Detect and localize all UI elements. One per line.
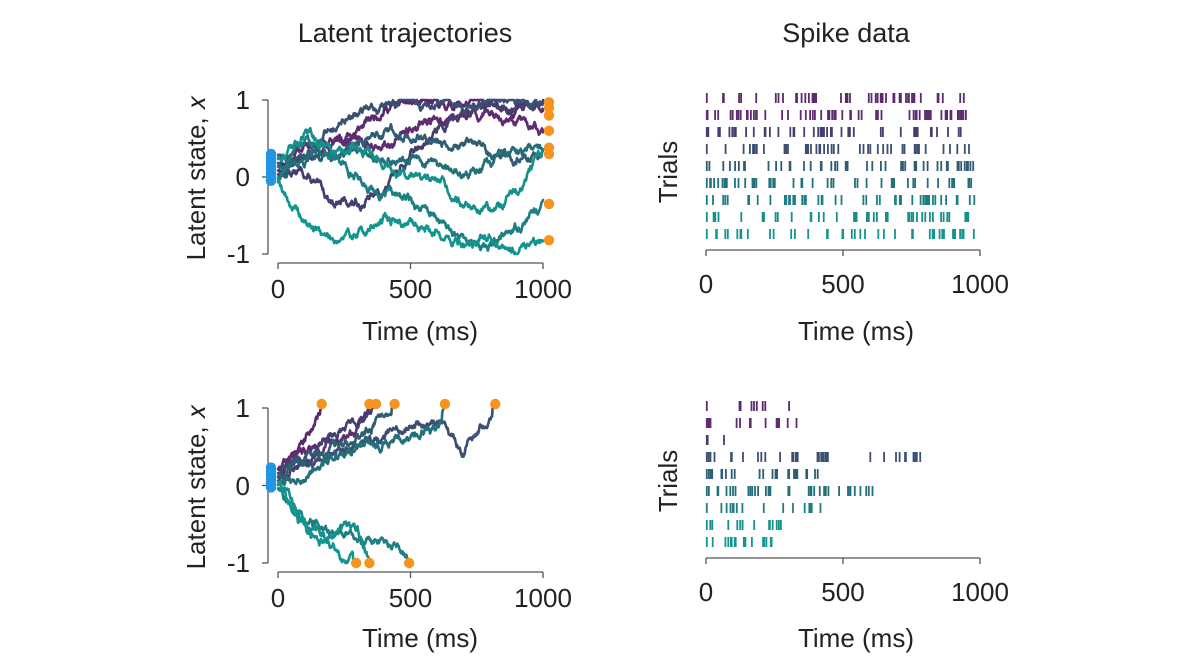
start-point-marker xyxy=(265,478,277,489)
axes: 1 0 -1 0 500 1000 Time (ms) Latent state… xyxy=(181,85,572,346)
trajectory-line xyxy=(276,402,373,473)
start-point-marker xyxy=(265,470,277,481)
trajectory-lines xyxy=(276,402,497,565)
trajectory-line xyxy=(276,98,545,212)
y-tick-label: -1 xyxy=(227,548,250,578)
end-point-marker xyxy=(543,110,555,121)
end-point-marker xyxy=(543,125,555,136)
y-tick-label: 1 xyxy=(236,85,250,115)
x-axis-label: Time (ms) xyxy=(362,623,478,653)
end-point-marker xyxy=(543,148,555,160)
y-tick-label: 0 xyxy=(236,162,250,192)
trajectory-line xyxy=(276,480,373,565)
x-tick-label: 0 xyxy=(271,583,285,613)
trajectory-line xyxy=(276,402,497,476)
x-tick-label: 500 xyxy=(821,577,864,607)
markers xyxy=(265,97,555,246)
end-point-marker xyxy=(364,557,375,569)
trajectory-line xyxy=(276,481,358,565)
x-tick-label: 1000 xyxy=(514,274,572,304)
x-tick-label: 500 xyxy=(389,583,432,613)
x-tick-label: 500 xyxy=(389,274,432,304)
trajectory-line xyxy=(276,402,378,483)
y-tick-label: 1 xyxy=(236,393,250,423)
y-axis-label: Latent state, 𝑥 xyxy=(181,95,211,260)
y-axis-label: Trials xyxy=(653,141,683,204)
trajectory-line xyxy=(276,126,545,215)
y-axis-label: Latent state, 𝑥 xyxy=(181,404,211,569)
x-axis-label: Time (ms) xyxy=(798,623,914,653)
y-axis-label: Trials xyxy=(653,450,683,513)
x-axis-label: Time (ms) xyxy=(362,316,478,346)
end-point-marker xyxy=(543,234,555,246)
end-point-marker xyxy=(389,398,400,410)
start-point-marker xyxy=(265,171,277,183)
latent-trajectories-top-panel: 1 0 -1 0 500 1000 Time (ms) Latent state… xyxy=(181,85,572,346)
end-point-marker xyxy=(543,198,555,210)
x-tick-label: 500 xyxy=(821,269,864,299)
x-tick-label: 1000 xyxy=(951,269,1009,299)
axes: 0 500 1000 Time (ms) Trials xyxy=(653,450,1009,653)
trajectory-line xyxy=(276,177,545,256)
axes: 0 500 1000 Time (ms) Trials xyxy=(653,141,1009,346)
end-point-marker xyxy=(490,398,501,410)
spike-ticks xyxy=(705,93,976,239)
trajectory-line xyxy=(276,122,545,181)
end-point-marker xyxy=(370,398,382,410)
x-tick-label: 1000 xyxy=(951,577,1009,607)
spike-ticks xyxy=(705,401,922,547)
axes: 1 0 -1 0 500 1000 Time (ms) Latent state… xyxy=(181,393,572,653)
x-tick-label: 0 xyxy=(699,269,713,299)
markers xyxy=(265,398,501,569)
start-point-marker xyxy=(265,160,277,171)
end-point-marker xyxy=(543,102,555,113)
end-point-marker xyxy=(403,557,415,569)
x-tick-label: 0 xyxy=(699,577,713,607)
x-tick-label: 0 xyxy=(271,274,285,304)
x-axis-label: Time (ms) xyxy=(798,316,914,346)
trajectory-line xyxy=(276,402,447,487)
trajectory-line xyxy=(276,142,545,180)
latent-trajectories-bottom-panel: 1 0 -1 0 500 1000 Time (ms) Latent state… xyxy=(181,393,572,653)
spike-raster-bottom-panel: 0 500 1000 Time (ms) Trials xyxy=(653,401,1009,653)
y-tick-label: -1 xyxy=(227,239,250,269)
right-column-title: Spike data xyxy=(782,18,911,48)
x-tick-label: 1000 xyxy=(514,583,572,613)
trajectory-line xyxy=(276,402,396,482)
end-point-marker xyxy=(350,557,362,569)
end-point-marker xyxy=(316,398,327,410)
left-column-title: Latent trajectories xyxy=(298,18,513,48)
start-point-marker xyxy=(265,152,277,163)
spike-raster-top-panel: 0 500 1000 Time (ms) Trials xyxy=(653,93,1009,346)
trajectory-lines xyxy=(276,98,545,256)
end-point-marker xyxy=(439,398,451,410)
y-tick-label: 0 xyxy=(236,471,250,501)
